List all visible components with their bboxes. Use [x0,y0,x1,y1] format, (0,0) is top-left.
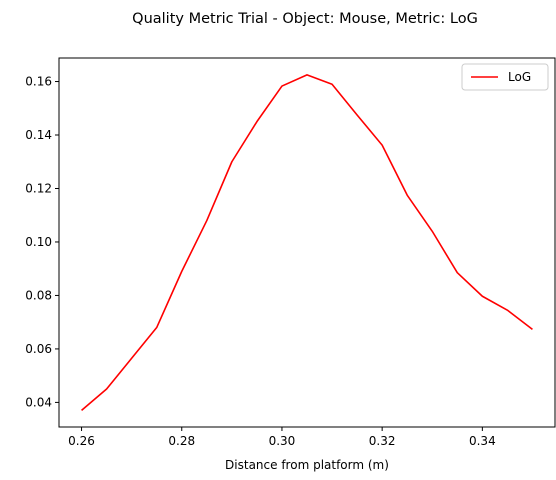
x-tick-label: 0.28 [168,434,195,448]
y-tick-label: 0.12 [25,181,52,195]
chart-title: Quality Metric Trial - Object: Mouse, Me… [132,11,478,27]
x-axis-label: Distance from platform (m) [225,458,389,472]
y-tick-label: 0.08 [25,288,52,302]
y-tick-label: 0.14 [25,128,52,142]
legend-box [461,63,549,91]
legend: LoG [461,63,549,91]
legend-label: LoG [508,70,531,84]
series-line-log [81,74,533,412]
x-tick-label: 0.32 [369,434,396,448]
y-tick-label: 0.16 [25,75,52,89]
x-tick-label: 0.34 [469,434,496,448]
x-axis: 0.26 0.28 0.30 0.32 0.34 [68,427,496,448]
y-tick-label: 0.04 [25,395,52,409]
y-tick-label: 0.06 [25,342,52,356]
y-tick-label: 0.10 [25,235,52,249]
x-tick-label: 0.26 [68,434,95,448]
x-tick-label: 0.30 [269,434,296,448]
y-axis: 0.04 0.06 0.08 0.10 0.12 0.14 0.16 [25,75,59,409]
series-layer [81,74,533,412]
plot-area-frame [58,57,556,428]
